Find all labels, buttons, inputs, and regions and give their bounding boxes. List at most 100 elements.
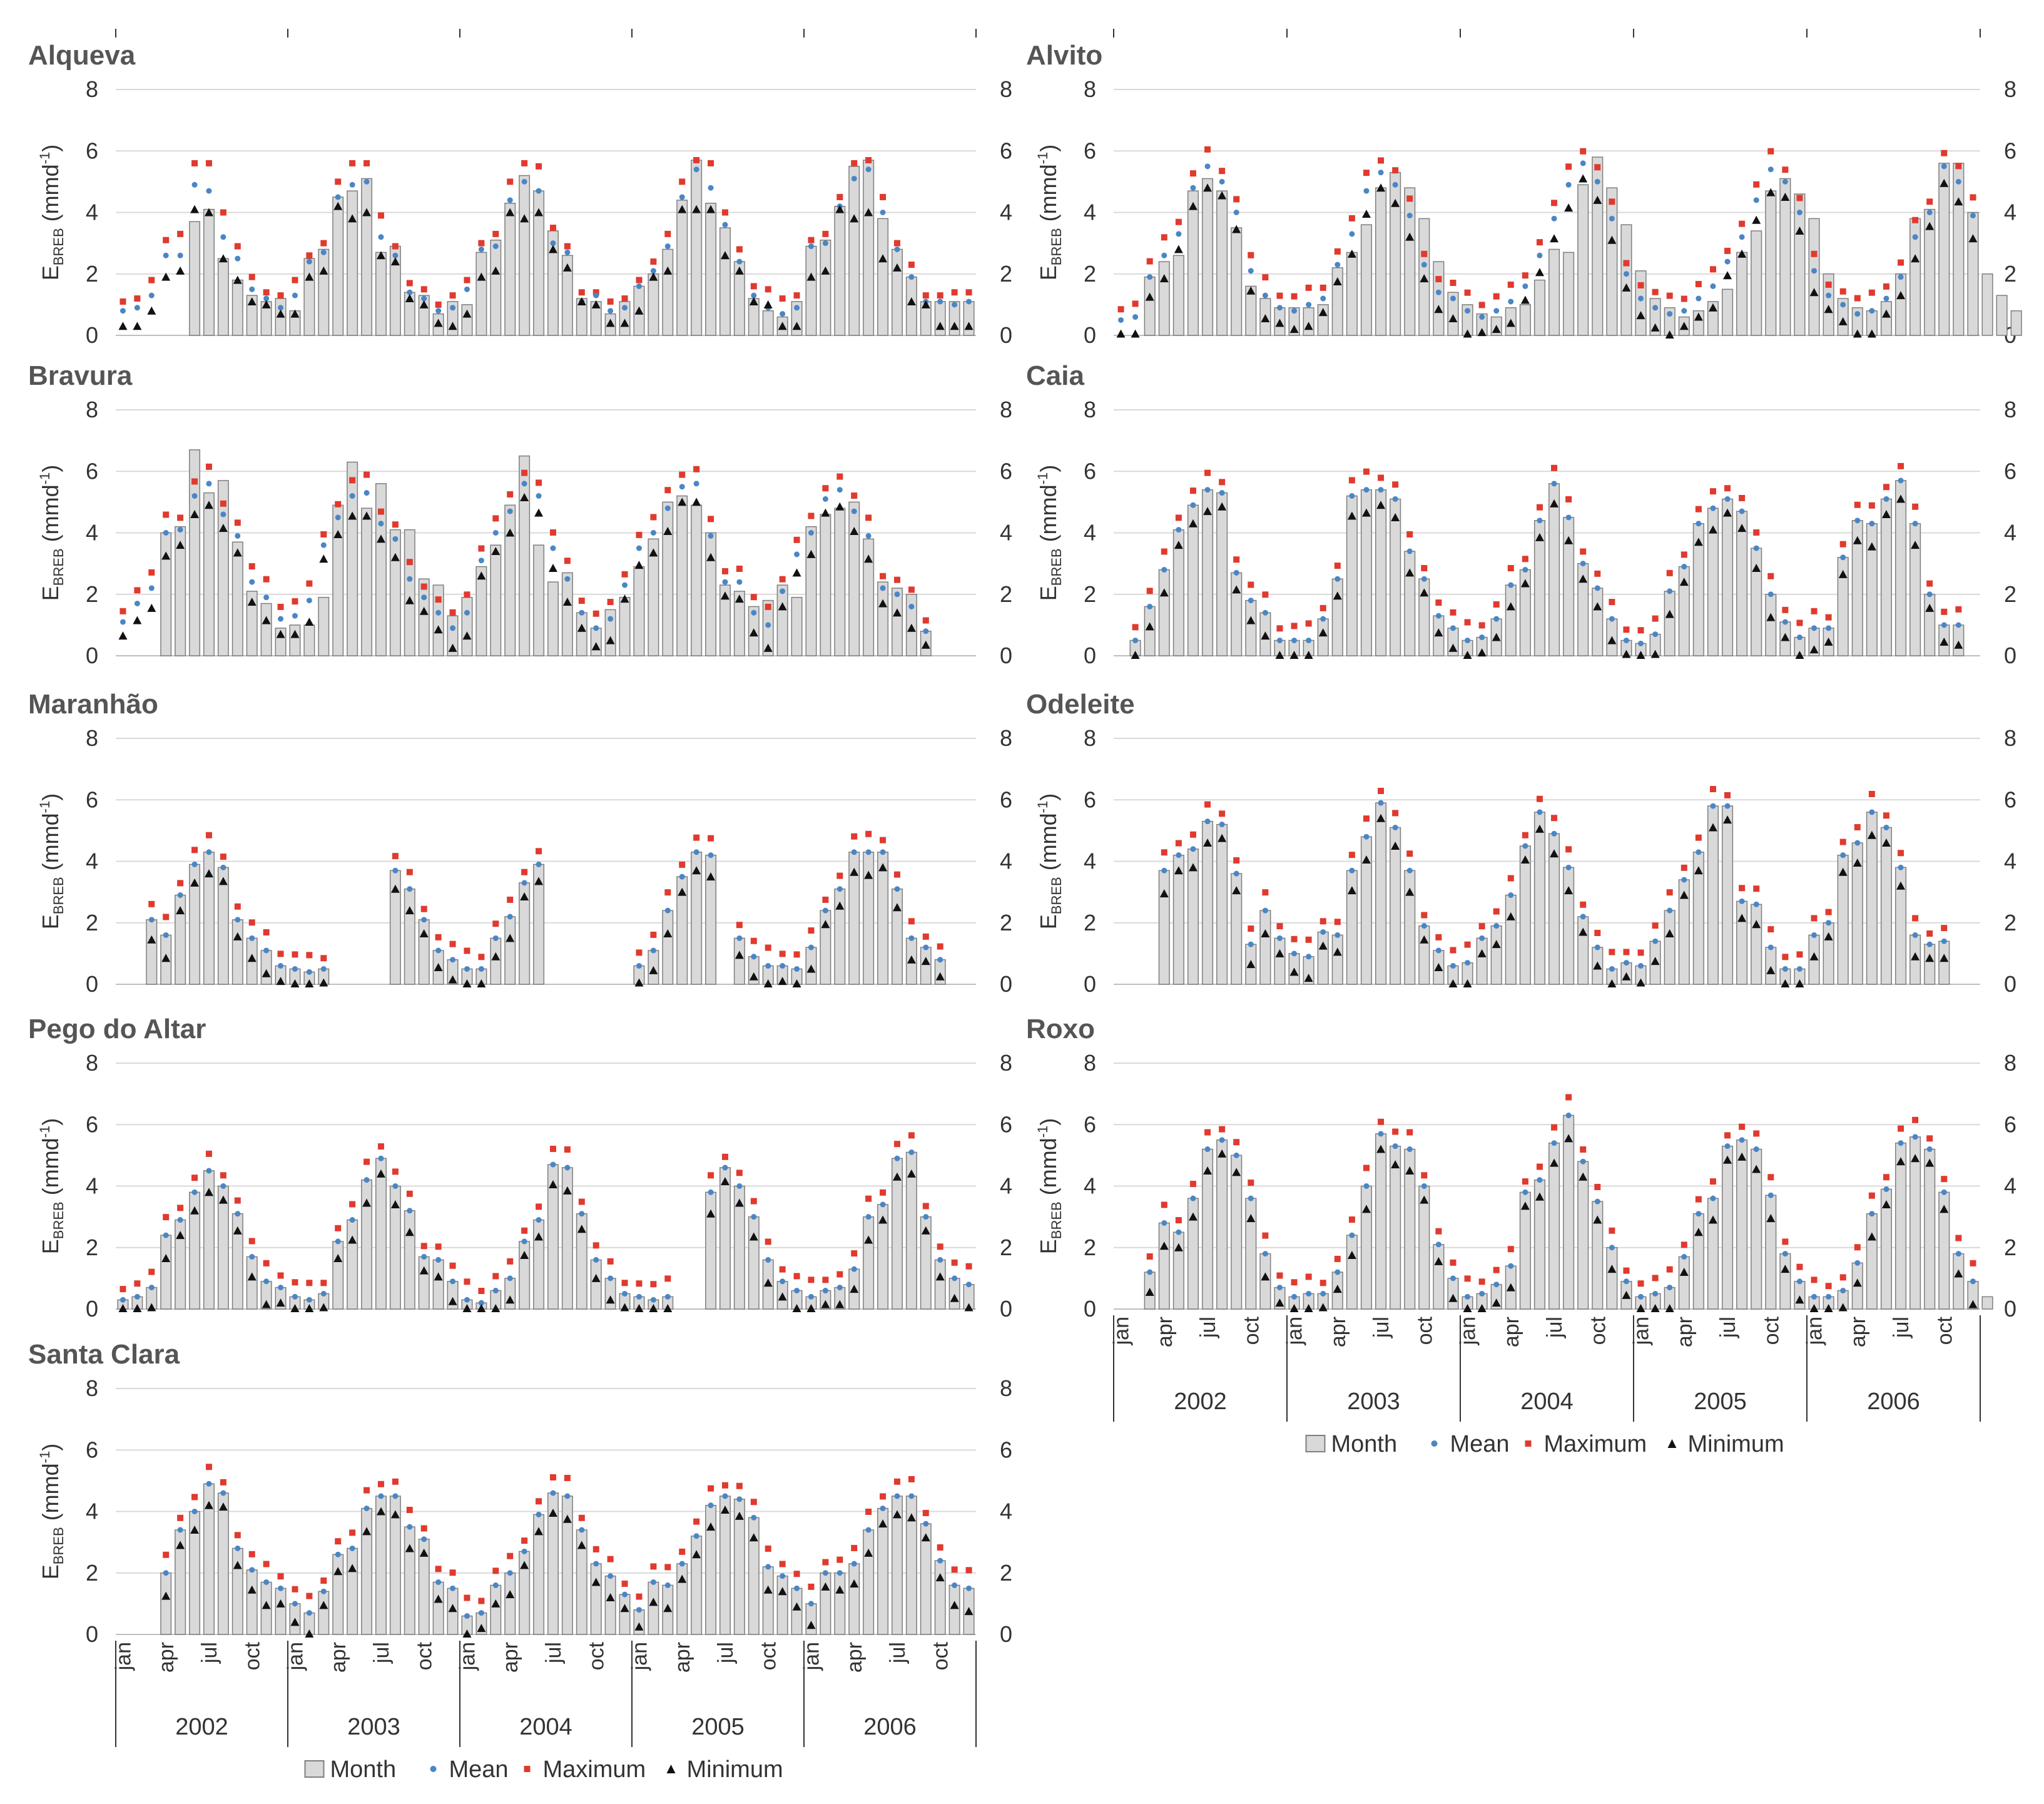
- marker-maximum: [922, 1509, 929, 1516]
- marker-minimum: [1391, 1160, 1400, 1169]
- marker-minimum: [663, 527, 673, 536]
- marker-mean: [1955, 622, 1961, 628]
- marker-minimum: [1232, 585, 1241, 594]
- bar-month: [590, 628, 602, 656]
- marker-mean: [1826, 1293, 1832, 1300]
- marker-mean: [765, 1256, 771, 1263]
- marker-mean: [1522, 283, 1528, 289]
- marker-mean: [464, 1297, 470, 1303]
- bar-month: [1548, 1142, 1560, 1310]
- marker-mean: [851, 1561, 857, 1567]
- marker-maximum: [1739, 885, 1746, 892]
- marker-mean: [349, 181, 355, 188]
- bar-month: [1231, 572, 1243, 656]
- y-label-unit-sup: -1: [37, 1451, 53, 1464]
- marker-mean: [550, 240, 556, 247]
- marker-mean: [1161, 252, 1167, 258]
- marker-maximum: [1493, 908, 1500, 915]
- marker-maximum: [1724, 485, 1731, 492]
- marker-maximum: [248, 1238, 255, 1245]
- marker-mean: [894, 1155, 900, 1161]
- y-tick-left: 6: [1084, 458, 1096, 484]
- marker-maximum: [377, 1143, 384, 1150]
- marker-minimum: [1304, 322, 1313, 330]
- marker-maximum: [377, 508, 384, 515]
- marker-maximum: [578, 289, 585, 296]
- marker-maximum: [1450, 279, 1457, 286]
- marker-minimum: [118, 322, 128, 330]
- marker-mean: [1450, 295, 1456, 302]
- marker-minimum: [763, 1585, 773, 1594]
- marker-minimum: [1218, 1149, 1227, 1158]
- marker-mean: [1320, 616, 1326, 622]
- marker-minimum: [678, 497, 687, 506]
- marker-minimum: [262, 616, 271, 624]
- y-tick-left: 6: [86, 1437, 98, 1462]
- marker-minimum: [305, 979, 314, 988]
- marker-mean: [765, 1564, 771, 1570]
- bar-month: [203, 492, 215, 656]
- marker-mean: [320, 966, 327, 972]
- marker-mean: [1522, 1189, 1528, 1195]
- marker-mean: [608, 1275, 614, 1282]
- y-axis-label: EBREB (mmd-1): [1035, 793, 1064, 930]
- marker-mean: [780, 588, 786, 594]
- marker-mean: [1161, 1220, 1167, 1226]
- marker-mean: [536, 861, 542, 867]
- bar-month: [303, 624, 315, 656]
- marker-mean: [865, 1527, 872, 1533]
- marker-maximum: [335, 501, 342, 507]
- marker-maximum: [1680, 551, 1687, 558]
- marker-maximum: [148, 1268, 155, 1275]
- marker-maximum: [808, 1277, 815, 1283]
- y-label-unit-close: ): [1035, 145, 1061, 152]
- y-tick-left: 0: [1084, 1296, 1096, 1322]
- marker-maximum: [277, 292, 284, 299]
- marker-maximum: [1666, 569, 1673, 576]
- marker-minimum: [161, 1253, 171, 1262]
- marker-maximum: [793, 1273, 800, 1280]
- marker-maximum: [951, 289, 958, 296]
- marker-minimum: [606, 319, 615, 327]
- marker-maximum: [893, 576, 900, 583]
- marker-maximum: [765, 286, 771, 293]
- y-tick-left: 8: [1084, 1050, 1096, 1076]
- marker-maximum: [320, 240, 327, 247]
- marker-mean: [148, 917, 155, 923]
- marker-mean: [1898, 864, 1904, 870]
- marker-mean: [722, 1164, 728, 1171]
- marker-minimum: [1824, 1304, 1833, 1313]
- marker-mean: [865, 166, 872, 173]
- marker-mean: [492, 1582, 499, 1588]
- marker-maximum: [1161, 234, 1167, 241]
- bar-month: [1678, 1256, 1690, 1310]
- legend-swatch-minimum: [666, 1765, 676, 1773]
- marker-maximum: [851, 833, 858, 840]
- marker-mean: [392, 1493, 399, 1499]
- marker-minimum: [1752, 215, 1761, 224]
- legend-label: Minimum: [687, 1756, 783, 1783]
- marker-minimum: [864, 1548, 873, 1557]
- marker-minimum: [133, 616, 142, 624]
- marker-maximum: [1941, 1176, 1948, 1183]
- marker-maximum: [1580, 901, 1587, 908]
- marker-maximum: [377, 212, 384, 219]
- marker-maximum: [1724, 247, 1731, 254]
- bar-month: [1707, 1198, 1719, 1310]
- marker-maximum: [908, 1475, 915, 1482]
- marker-mean: [320, 542, 327, 548]
- marker-minimum: [663, 1604, 673, 1613]
- marker-minimum: [434, 962, 443, 971]
- marker-minimum: [1752, 1164, 1761, 1173]
- marker-mean: [808, 944, 814, 950]
- marker-minimum: [1853, 858, 1862, 867]
- marker-mean: [1955, 1251, 1961, 1257]
- marker-mean: [1869, 809, 1875, 815]
- marker-minimum: [1535, 533, 1544, 541]
- marker-minimum: [1809, 952, 1819, 961]
- marker-maximum: [1276, 923, 1283, 930]
- marker-mean: [593, 292, 599, 298]
- marker-maximum: [1883, 283, 1889, 290]
- bar-month: [231, 919, 243, 985]
- y-tick-right: 2: [1000, 581, 1012, 607]
